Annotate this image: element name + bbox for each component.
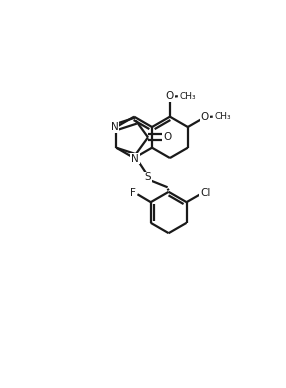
- Text: O: O: [166, 91, 174, 101]
- Text: F: F: [130, 188, 136, 198]
- Text: CH₃: CH₃: [214, 112, 231, 121]
- Text: O: O: [163, 132, 171, 142]
- Text: Cl: Cl: [200, 189, 210, 198]
- Text: O: O: [201, 112, 209, 121]
- Text: S: S: [145, 172, 151, 182]
- Text: N: N: [131, 154, 139, 164]
- Text: N: N: [111, 122, 119, 132]
- Text: CH₃: CH₃: [179, 92, 196, 101]
